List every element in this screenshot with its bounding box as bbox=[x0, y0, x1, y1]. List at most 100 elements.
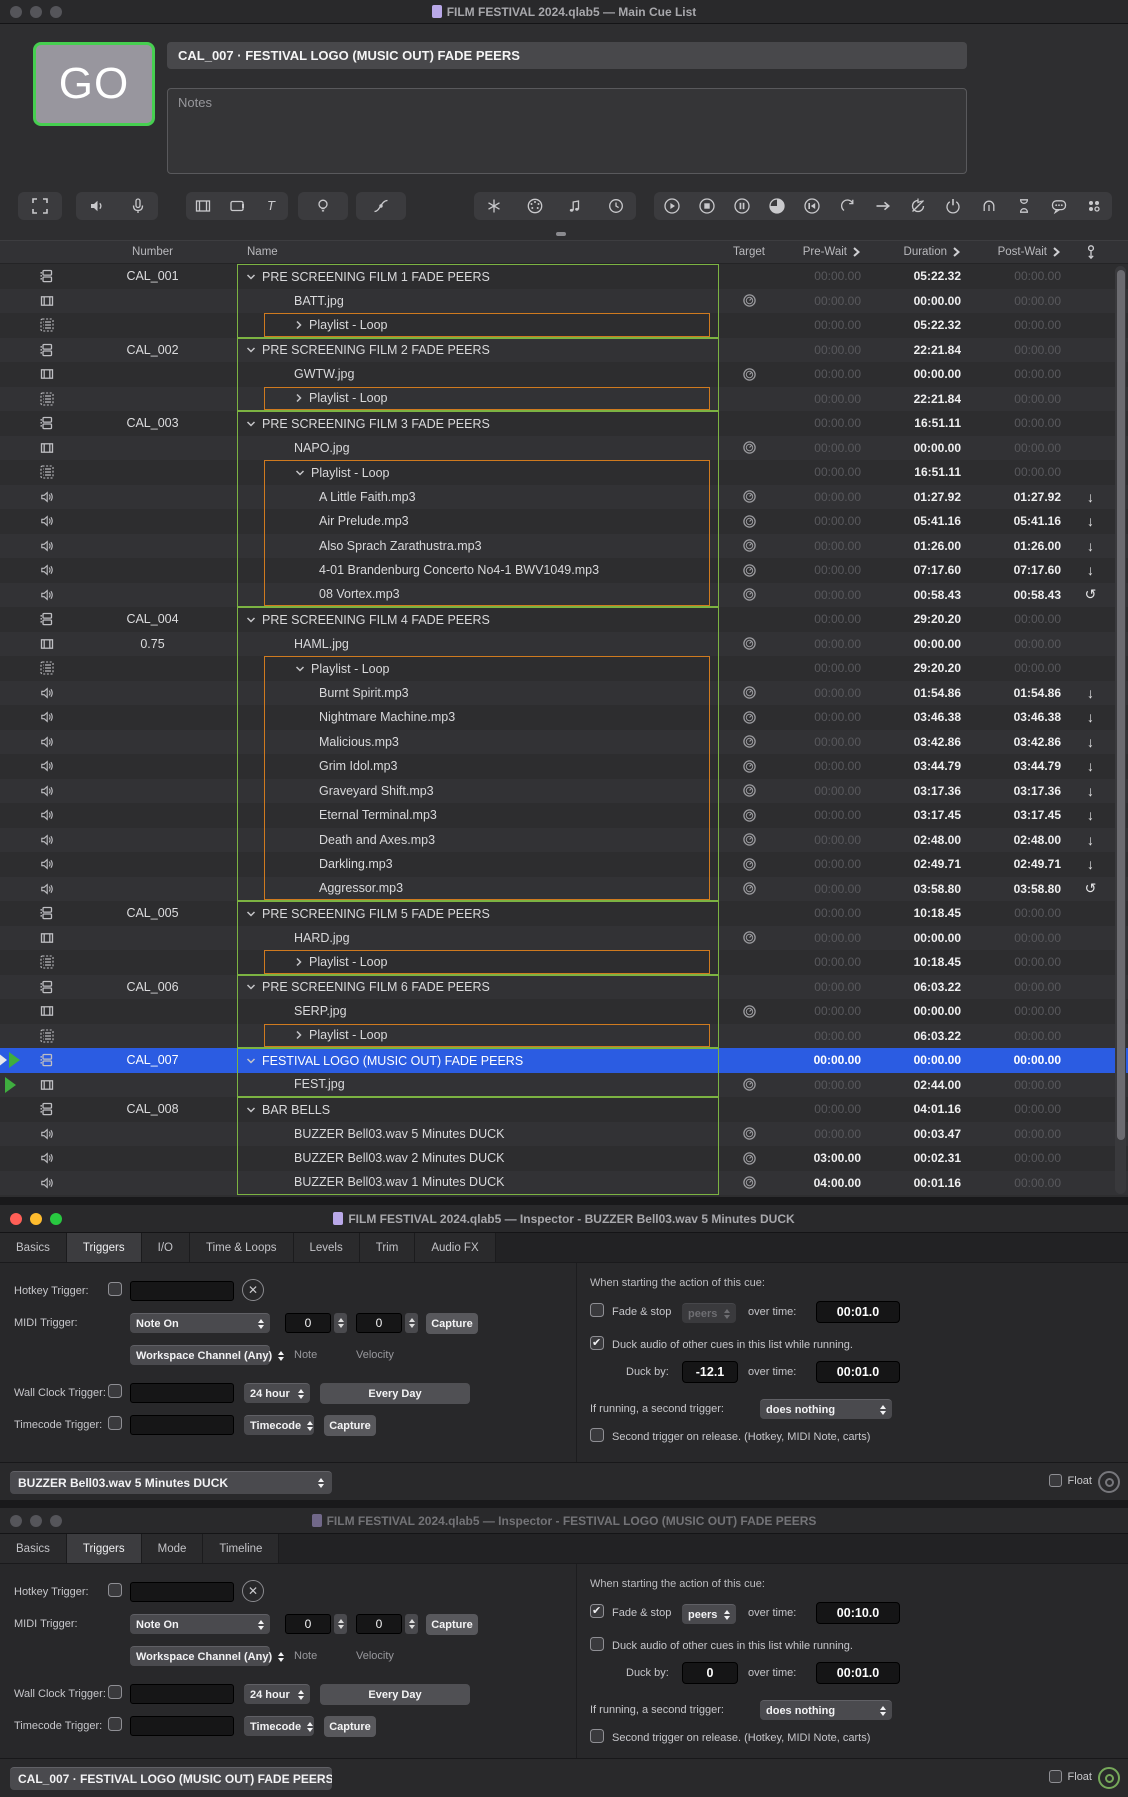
cue-name-cell[interactable]: Playlist - Loop bbox=[237, 1023, 719, 1048]
cue-number[interactable] bbox=[68, 534, 237, 559]
pre-wait-value[interactable]: 00:00.00 bbox=[814, 391, 861, 406]
post-wait-value[interactable]: 00:00.00 bbox=[1014, 930, 1061, 945]
duration-value[interactable]: 07:17.60 bbox=[913, 563, 961, 578]
tab-i-o[interactable]: I/O bbox=[141, 1233, 190, 1262]
pre-wait-value[interactable]: 04:00.00 bbox=[813, 1175, 861, 1190]
target-icon[interactable] bbox=[719, 1171, 779, 1196]
pre-wait-value[interactable]: 00:00.00 bbox=[814, 955, 861, 970]
post-wait-value[interactable]: 07:17.60 bbox=[1013, 563, 1061, 578]
duration-value[interactable]: 00:01.16 bbox=[913, 1175, 961, 1190]
duck-audio-checkbox[interactable] bbox=[590, 1336, 604, 1350]
chevron-down-icon[interactable] bbox=[295, 665, 305, 673]
continue-down-icon[interactable]: ↓ bbox=[1087, 488, 1094, 505]
cue-number[interactable]: CAL_007 bbox=[126, 1053, 179, 1068]
tab-trim[interactable]: Trim bbox=[359, 1233, 416, 1262]
pre-wait-value[interactable]: 00:00.00 bbox=[814, 440, 861, 455]
cue-name-cell[interactable]: PRE SCREENING FILM 3 FADE PEERS bbox=[237, 411, 719, 436]
column-continue-mode[interactable] bbox=[1069, 244, 1112, 260]
speaker-icon[interactable] bbox=[82, 193, 112, 219]
cue-name-cell[interactable]: GWTW.jpg bbox=[237, 362, 719, 387]
go-button[interactable]: GO bbox=[33, 42, 155, 126]
panic-icon[interactable] bbox=[974, 193, 1004, 219]
video-icon[interactable] bbox=[188, 193, 218, 219]
divider-drag-handle[interactable] bbox=[556, 232, 566, 236]
target-icon[interactable] bbox=[719, 681, 779, 706]
duration-value[interactable]: 03:17.36 bbox=[913, 783, 961, 798]
post-wait-value[interactable]: 03:17.45 bbox=[1013, 808, 1061, 823]
continue-down-icon[interactable]: ↓ bbox=[1087, 513, 1094, 530]
continue-down-icon[interactable]: ↓ bbox=[1087, 758, 1094, 775]
cue-number[interactable]: CAL_008 bbox=[126, 1102, 179, 1117]
fade-time-field[interactable]: 00:01.0 bbox=[816, 1301, 900, 1323]
cue-number[interactable] bbox=[68, 754, 237, 779]
pre-wait-value[interactable]: 00:00.00 bbox=[814, 685, 861, 700]
column-target[interactable]: Target bbox=[733, 246, 765, 258]
cue-number[interactable] bbox=[68, 387, 237, 412]
target-icon[interactable] bbox=[719, 999, 779, 1024]
cue-number[interactable]: CAL_003 bbox=[126, 416, 179, 431]
cue-row[interactable]: BUZZER Bell03.wav 5 Minutes DUCK 00:00.00… bbox=[0, 1121, 1128, 1146]
chat-icon[interactable] bbox=[1044, 193, 1074, 219]
midi-note-stepper[interactable] bbox=[334, 1614, 347, 1634]
music-note-icon[interactable] bbox=[560, 193, 590, 219]
timecode-input[interactable] bbox=[130, 1716, 234, 1736]
minimize-icon[interactable] bbox=[30, 1514, 42, 1527]
pre-wait-value[interactable]: 03:00.00 bbox=[813, 1151, 861, 1166]
cue-number[interactable] bbox=[68, 1146, 237, 1171]
cue-row[interactable]: Nightmare Machine.mp3 00:00.00 03:46.38 03:… bbox=[0, 705, 1128, 730]
column-duration[interactable]: Duration bbox=[869, 246, 969, 258]
pre-wait-value[interactable]: 00:00.00 bbox=[814, 759, 861, 774]
column-post-wait[interactable]: Post-Wait bbox=[969, 246, 1069, 258]
cue-number[interactable] bbox=[68, 1171, 237, 1196]
duration-value[interactable]: 03:58.80 bbox=[913, 881, 961, 896]
cue-number[interactable] bbox=[68, 730, 237, 755]
chevron-down-icon[interactable] bbox=[246, 983, 256, 991]
pre-wait-value[interactable]: 00:00.00 bbox=[814, 342, 861, 357]
pre-wait-value[interactable]: 00:00.00 bbox=[814, 881, 861, 896]
cue-name-cell[interactable]: FESTIVAL LOGO (MUSIC OUT) FADE PEERS bbox=[237, 1048, 719, 1073]
tab-time-loops[interactable]: Time & Loops bbox=[189, 1233, 294, 1262]
pre-wait-value[interactable]: 00:00.00 bbox=[814, 612, 861, 627]
continue-down-icon[interactable]: ↓ bbox=[1087, 684, 1094, 701]
cue-row[interactable]: HARD.jpg 00:00.00 00:00.00 00:00.00 bbox=[0, 925, 1128, 951]
cue-row[interactable]: Burnt Spirit.mp3 00:00.00 01:54.86 01:54.86… bbox=[0, 680, 1128, 706]
float-checkbox[interactable] bbox=[1048, 1474, 1062, 1487]
post-wait-value[interactable]: 00:00.00 bbox=[1014, 1004, 1061, 1019]
continue-down-icon[interactable]: ↓ bbox=[1087, 782, 1094, 799]
cue-row[interactable]: Air Prelude.mp3 00:00.00 05:41.16 05:41.16 ↓ bbox=[0, 509, 1128, 534]
cue-row[interactable]: CAL_001 PRE SCREENING FILM 1 FADE PEERS 00… bbox=[0, 264, 1128, 289]
post-wait-value[interactable]: 01:26.00 bbox=[1013, 538, 1061, 553]
cue-row[interactable]: Playlist - Loop 00:00.00 06:03.22 00:00.00 bbox=[0, 1023, 1128, 1048]
cue-name-cell[interactable]: BUZZER Bell03.wav 5 Minutes DUCK bbox=[237, 1121, 719, 1146]
midi-capture-button[interactable]: Capture bbox=[426, 1614, 478, 1635]
duration-value[interactable]: 01:26.00 bbox=[913, 538, 961, 553]
target-icon[interactable] bbox=[719, 558, 779, 583]
duration-value[interactable]: 03:44.79 bbox=[913, 759, 961, 774]
post-wait-value[interactable]: 00:00.00 bbox=[1014, 1126, 1061, 1141]
midi-channel-dropdown[interactable]: Workspace Channel (Any) bbox=[130, 1646, 285, 1666]
duration-value[interactable]: 05:41.16 bbox=[913, 514, 961, 529]
chevron-down-icon[interactable] bbox=[246, 273, 256, 281]
cue-name-cell[interactable]: Also Sprach Zarathustra.mp3 bbox=[237, 533, 719, 558]
pre-wait-value[interactable]: 00:00.00 bbox=[814, 930, 861, 945]
chevron-right-icon[interactable] bbox=[295, 957, 303, 967]
pre-wait-value[interactable]: 00:00.00 bbox=[814, 416, 861, 431]
fade-stop-checkbox[interactable] bbox=[590, 1303, 604, 1317]
pre-wait-value[interactable]: 00:00.00 bbox=[813, 1053, 861, 1068]
target-icon[interactable] bbox=[719, 534, 779, 559]
duration-value[interactable]: 03:46.38 bbox=[913, 710, 961, 725]
cue-row[interactable]: Also Sprach Zarathustra.mp3 00:00.00 01:26… bbox=[0, 533, 1128, 559]
continue-down-icon[interactable]: ↓ bbox=[1087, 856, 1094, 873]
cue-row[interactable]: Darkling.mp3 00:00.00 02:49.71 02:49.71 ↓ bbox=[0, 852, 1128, 877]
cue-row[interactable]: BATT.jpg 00:00.00 00:00.00 00:00.00 bbox=[0, 288, 1128, 313]
cue-name-cell[interactable]: PRE SCREENING FILM 4 FADE PEERS bbox=[237, 607, 719, 632]
cue-name-cell[interactable]: PRE SCREENING FILM 5 FADE PEERS bbox=[237, 901, 719, 926]
pre-wait-value[interactable]: 00:00.00 bbox=[814, 489, 861, 504]
target-icon[interactable] bbox=[719, 852, 779, 877]
target-icon[interactable] bbox=[719, 926, 779, 951]
pre-wait-value[interactable]: 00:00.00 bbox=[814, 514, 861, 529]
cue-row[interactable]: 0.75 HAML.jpg 00:00.00 00:00.00 00:00.00 bbox=[0, 631, 1128, 656]
column-name[interactable]: Name bbox=[247, 246, 278, 258]
post-wait-value[interactable]: 00:00.00 bbox=[1014, 1175, 1061, 1190]
midi-note-field[interactable]: 0 bbox=[285, 1614, 331, 1634]
